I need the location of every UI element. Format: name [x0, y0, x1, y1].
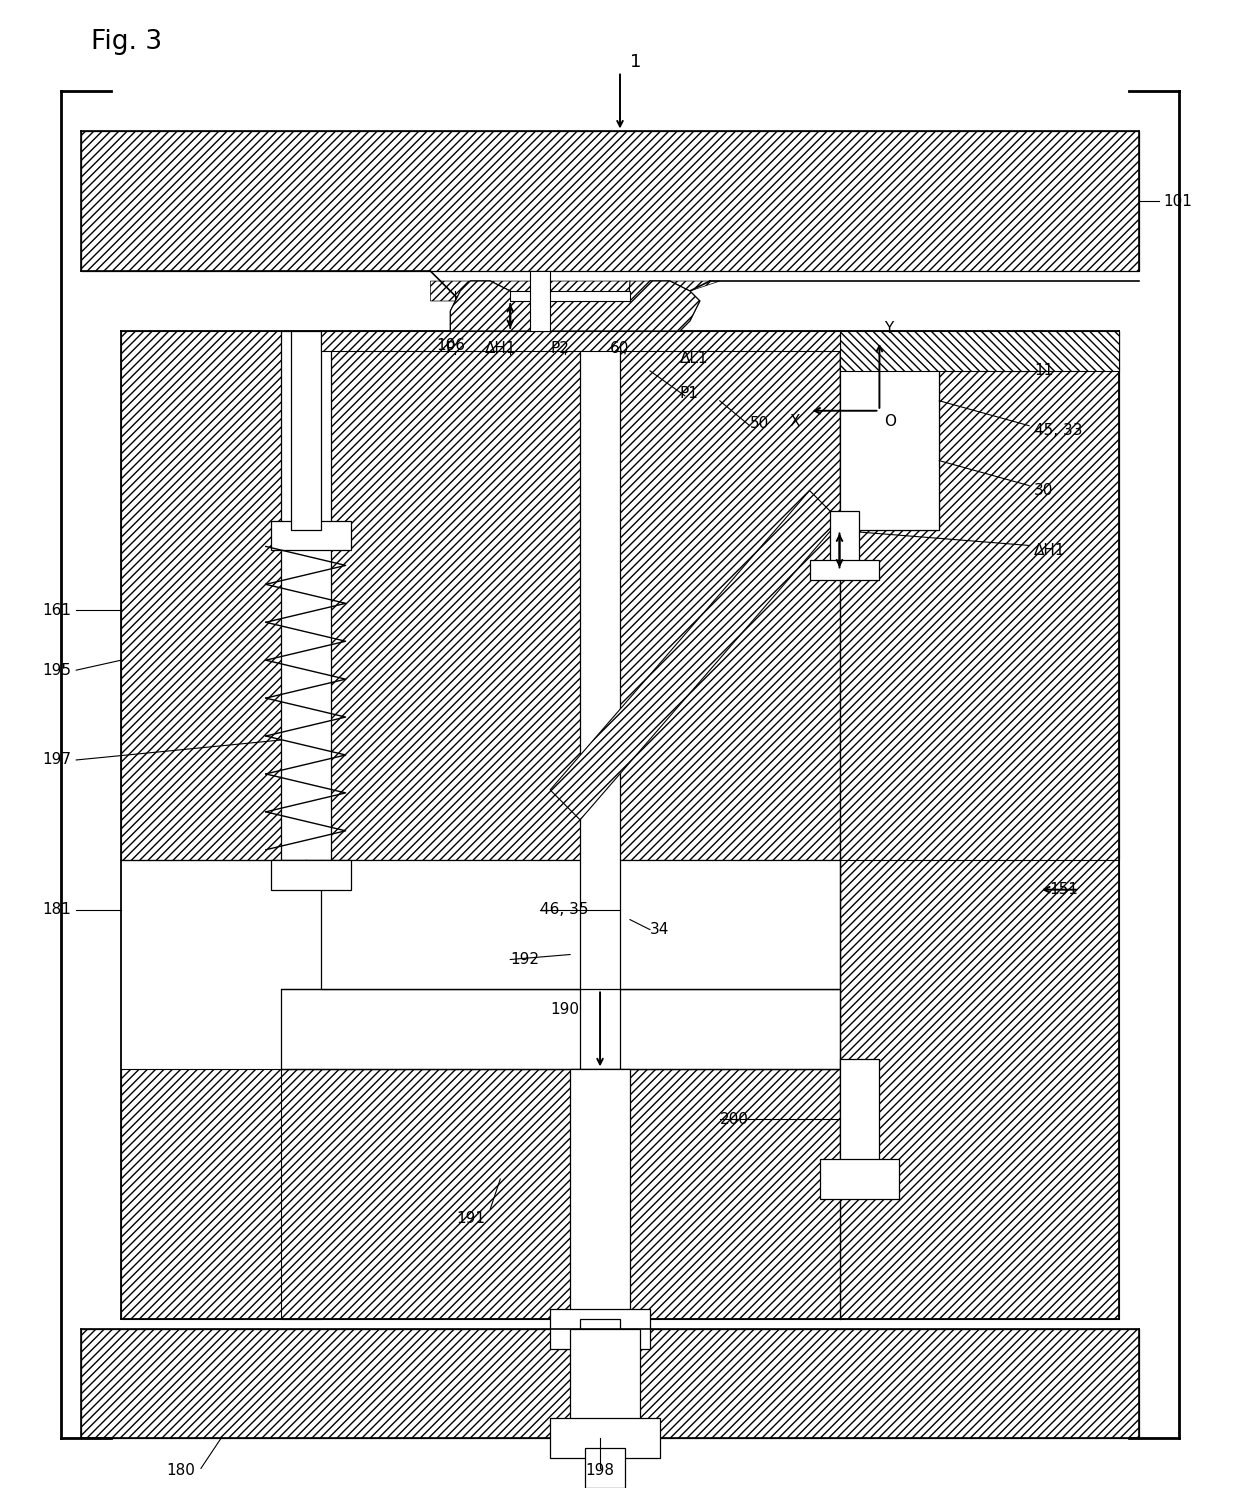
Polygon shape	[510, 291, 630, 301]
Text: ΔL1: ΔL1	[680, 350, 708, 367]
Polygon shape	[450, 282, 699, 331]
Bar	[570, 1070, 630, 1319]
Bar	[531, 271, 551, 331]
Bar	[81, 131, 1138, 271]
Bar	[570, 1329, 640, 1438]
Bar	[580, 331, 620, 1070]
Text: 106: 106	[436, 338, 465, 353]
Bar	[280, 989, 839, 1070]
Bar	[321, 331, 839, 860]
Bar	[839, 331, 1118, 1319]
Bar	[551, 1418, 660, 1459]
Text: P: P	[445, 341, 455, 356]
Bar	[810, 560, 879, 581]
Text: 195: 195	[42, 663, 71, 678]
Text: 1: 1	[630, 52, 641, 70]
Text: 34: 34	[650, 922, 670, 937]
Polygon shape	[321, 331, 839, 350]
Text: 151: 151	[1049, 882, 1078, 897]
Text: 180: 180	[166, 1463, 196, 1478]
Bar	[321, 331, 839, 860]
Bar	[551, 1308, 650, 1348]
Polygon shape	[430, 282, 719, 311]
Polygon shape	[839, 331, 1118, 371]
Text: 46, 35: 46, 35	[541, 901, 589, 918]
Text: Fig. 3: Fig. 3	[92, 28, 162, 55]
Text: 30: 30	[1034, 483, 1054, 498]
Bar	[280, 1070, 839, 1319]
Text: ΔH1: ΔH1	[485, 341, 516, 356]
Text: 11: 11	[1034, 364, 1053, 378]
Bar	[270, 860, 351, 890]
Text: 161: 161	[42, 603, 71, 618]
Text: 192: 192	[510, 952, 539, 967]
Bar	[270, 520, 351, 550]
Text: 190: 190	[551, 1001, 579, 1016]
Bar	[839, 331, 939, 530]
Bar	[830, 511, 859, 571]
Text: P1: P1	[680, 386, 699, 401]
Text: 200: 200	[719, 1112, 749, 1126]
Text: 191: 191	[456, 1211, 485, 1226]
Text: 45, 33: 45, 33	[1034, 423, 1083, 438]
Text: 198: 198	[585, 1463, 615, 1478]
Text: 197: 197	[42, 752, 71, 767]
Polygon shape	[839, 331, 939, 530]
Text: 60: 60	[610, 341, 630, 356]
Polygon shape	[551, 490, 839, 820]
Bar	[321, 860, 839, 989]
Text: ΔH1: ΔH1	[1034, 542, 1065, 557]
Bar	[81, 1329, 1138, 1438]
Bar	[122, 1070, 321, 1319]
Bar	[280, 331, 331, 860]
Text: X: X	[789, 414, 800, 429]
Polygon shape	[450, 282, 699, 331]
Bar	[580, 1319, 620, 1389]
Text: 50: 50	[750, 416, 769, 431]
Bar	[820, 1159, 899, 1199]
Bar	[585, 1448, 625, 1489]
Bar	[290, 331, 321, 530]
Bar	[839, 331, 1118, 860]
Text: P2: P2	[551, 341, 569, 356]
Bar	[122, 331, 321, 860]
Text: 181: 181	[42, 901, 71, 918]
Text: O: O	[884, 414, 897, 429]
Text: Y: Y	[884, 320, 894, 335]
Bar	[839, 1059, 879, 1179]
Text: 101: 101	[1164, 194, 1193, 209]
